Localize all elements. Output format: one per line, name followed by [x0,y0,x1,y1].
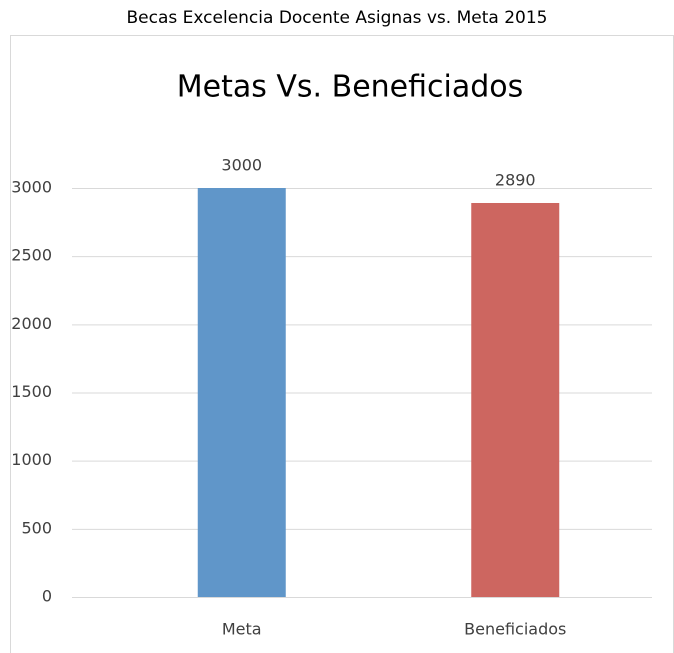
x-tick-label: Meta [222,620,262,639]
y-tick-label: 2500 [11,246,52,265]
y-tick-label: 500 [21,518,52,537]
x-tick-label: Beneficiados [464,620,566,639]
y-tick-label: 0 [42,587,52,606]
data-label: 3000 [221,156,262,175]
bar [197,188,286,597]
chart-frame [10,35,674,653]
page-title: Becas Excelencia Docente Asignas vs. Met… [127,8,548,28]
data-label: 2890 [495,170,536,189]
bar [471,202,560,597]
y-tick-label: 3000 [11,178,52,197]
chart-title: Metas Vs. Beneficiados [177,70,524,105]
y-tick-label: 1000 [11,450,52,469]
y-tick-label: 1500 [11,382,52,401]
y-tick-label: 2000 [11,314,52,333]
